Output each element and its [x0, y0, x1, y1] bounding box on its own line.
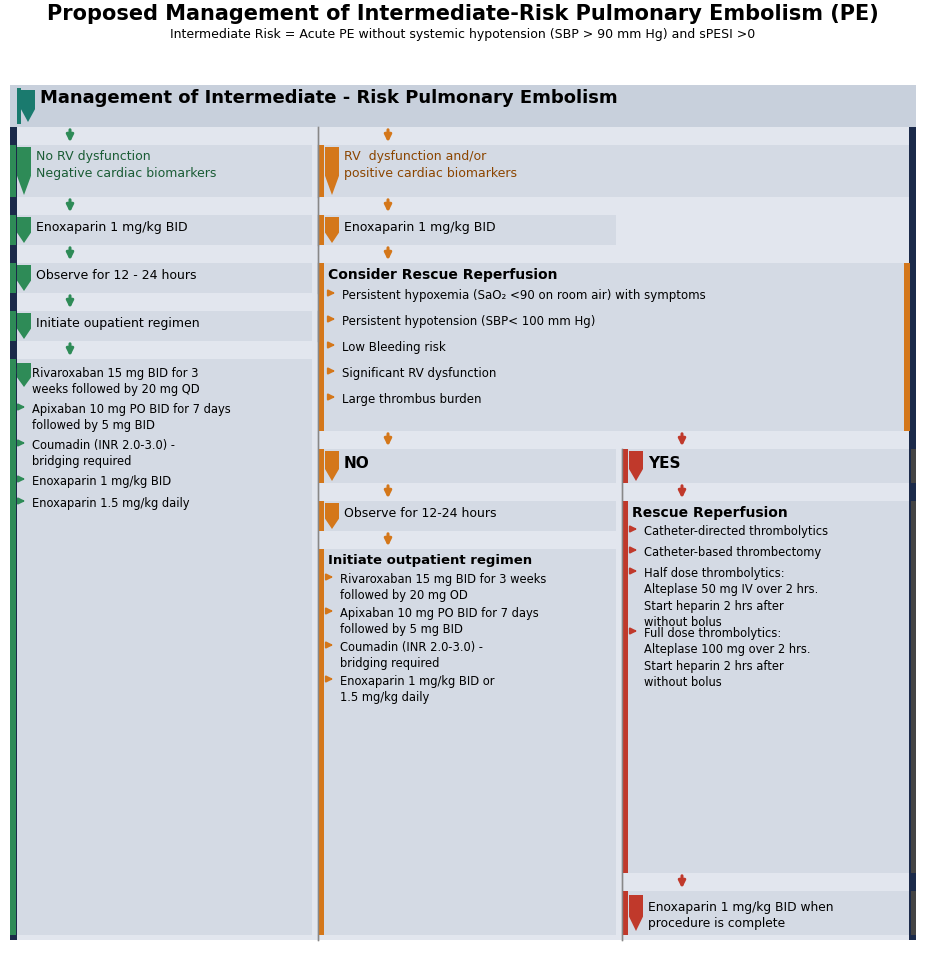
Bar — [10, 85, 916, 127]
Bar — [318, 215, 324, 245]
Bar — [10, 359, 16, 935]
Bar — [622, 891, 628, 935]
Text: Coumadin (INR 2.0-3.0) -
bridging required: Coumadin (INR 2.0-3.0) - bridging requir… — [32, 439, 175, 468]
Bar — [10, 263, 16, 293]
Bar — [318, 549, 616, 935]
Bar — [318, 501, 616, 531]
Text: Large thrombus burden: Large thrombus burden — [342, 393, 482, 406]
Text: Apixaban 10 mg PO BID for 7 days
followed by 5 mg BID: Apixaban 10 mg PO BID for 7 days followe… — [32, 403, 231, 433]
Text: Catheter-based thrombectomy: Catheter-based thrombectomy — [644, 546, 821, 559]
PathPatch shape — [21, 90, 35, 122]
Text: Observe for 12-24 hours: Observe for 12-24 hours — [344, 507, 496, 520]
Bar — [622, 501, 916, 873]
Text: Half dose thrombolytics:
Alteplase 50 mg IV over 2 hrs.
Start heparin 2 hrs afte: Half dose thrombolytics: Alteplase 50 mg… — [644, 567, 819, 630]
Text: Full dose thrombolytics:
Alteplase 100 mg over 2 hrs.
Start heparin 2 hrs after
: Full dose thrombolytics: Alteplase 100 m… — [644, 627, 810, 689]
Bar — [622, 449, 628, 483]
Text: Enoxaparin 1 mg/kg BID when
procedure is complete: Enoxaparin 1 mg/kg BID when procedure is… — [648, 901, 833, 930]
Bar — [318, 145, 324, 197]
Text: Rivaroxaban 15 mg BID for 3
weeks followed by 20 mg QD: Rivaroxaban 15 mg BID for 3 weeks follow… — [32, 367, 200, 396]
Bar — [318, 449, 324, 483]
Bar — [318, 263, 910, 431]
Text: Rescue Reperfusion: Rescue Reperfusion — [632, 506, 788, 520]
Bar — [911, 891, 916, 935]
Text: RV  dysfunction and/or
positive cardiac biomarkers: RV dysfunction and/or positive cardiac b… — [344, 150, 517, 180]
Text: Enoxaparin 1 mg/kg BID: Enoxaparin 1 mg/kg BID — [344, 221, 495, 234]
PathPatch shape — [325, 147, 339, 195]
Text: NO: NO — [344, 456, 369, 471]
PathPatch shape — [325, 451, 339, 481]
Text: Management of Intermediate - Risk Pulmonary Embolism: Management of Intermediate - Risk Pulmon… — [40, 89, 618, 107]
Bar — [622, 891, 916, 935]
Text: Low Bleeding risk: Low Bleeding risk — [342, 341, 445, 354]
Text: Coumadin (INR 2.0-3.0) -
bridging required: Coumadin (INR 2.0-3.0) - bridging requir… — [340, 641, 483, 670]
Bar — [318, 549, 324, 935]
Text: Catheter-directed thrombolytics: Catheter-directed thrombolytics — [644, 525, 828, 538]
Text: Observe for 12 - 24 hours: Observe for 12 - 24 hours — [36, 269, 196, 282]
Bar — [911, 449, 916, 483]
PathPatch shape — [17, 265, 31, 291]
PathPatch shape — [17, 147, 31, 195]
Text: YES: YES — [648, 456, 681, 471]
PathPatch shape — [629, 451, 643, 481]
PathPatch shape — [325, 503, 339, 529]
Bar — [318, 145, 910, 197]
Bar — [17, 88, 21, 124]
Bar — [904, 263, 910, 431]
Bar — [318, 501, 324, 531]
Bar — [318, 215, 616, 245]
Bar — [10, 311, 312, 341]
Bar — [911, 501, 916, 873]
Bar — [909, 85, 916, 940]
Text: Enoxaparin 1 mg/kg BID: Enoxaparin 1 mg/kg BID — [36, 221, 188, 234]
Text: Initiate oupatient regimen: Initiate oupatient regimen — [36, 317, 200, 330]
Text: Enoxaparin 1.5 mg/kg daily: Enoxaparin 1.5 mg/kg daily — [32, 497, 190, 510]
Bar — [10, 359, 312, 935]
Bar — [10, 263, 312, 293]
Bar — [10, 215, 312, 245]
Bar — [10, 85, 17, 940]
Bar — [318, 263, 324, 431]
Text: No RV dysfunction
Negative cardiac biomarkers: No RV dysfunction Negative cardiac bioma… — [36, 150, 217, 180]
Text: Consider Rescue Reperfusion: Consider Rescue Reperfusion — [328, 268, 557, 282]
Bar — [10, 145, 312, 197]
Text: Rivaroxaban 15 mg BID for 3 weeks
followed by 20 mg OD: Rivaroxaban 15 mg BID for 3 weeks follow… — [340, 573, 546, 603]
Bar — [10, 145, 16, 197]
Bar — [318, 449, 616, 483]
Bar — [622, 501, 628, 873]
PathPatch shape — [629, 895, 643, 931]
PathPatch shape — [17, 313, 31, 339]
PathPatch shape — [17, 363, 31, 387]
Bar — [622, 449, 916, 483]
Text: Persistent hypoxemia (SaO₂ <90 on room air) with symptoms: Persistent hypoxemia (SaO₂ <90 on room a… — [342, 289, 706, 302]
Text: Apixaban 10 mg PO BID for 7 days
followed by 5 mg BID: Apixaban 10 mg PO BID for 7 days followe… — [340, 607, 539, 636]
PathPatch shape — [325, 217, 339, 243]
Text: Initiate outpatient regimen: Initiate outpatient regimen — [328, 554, 532, 567]
PathPatch shape — [17, 217, 31, 243]
Text: Persistent hypotension (SBP< 100 mm Hg): Persistent hypotension (SBP< 100 mm Hg) — [342, 315, 595, 328]
Text: Significant RV dysfunction: Significant RV dysfunction — [342, 367, 496, 380]
Bar — [10, 311, 16, 341]
Text: Enoxaparin 1 mg/kg BID: Enoxaparin 1 mg/kg BID — [32, 475, 171, 488]
Text: Intermediate Risk = Acute PE without systemic hypotension (SBP > 90 mm Hg) and s: Intermediate Risk = Acute PE without sys… — [170, 28, 756, 41]
Text: Proposed Management of Intermediate-Risk Pulmonary Embolism (PE): Proposed Management of Intermediate-Risk… — [47, 4, 879, 24]
Text: Enoxaparin 1 mg/kg BID or
1.5 mg/kg daily: Enoxaparin 1 mg/kg BID or 1.5 mg/kg dail… — [340, 675, 494, 705]
Bar — [10, 215, 16, 245]
Bar — [10, 85, 916, 940]
